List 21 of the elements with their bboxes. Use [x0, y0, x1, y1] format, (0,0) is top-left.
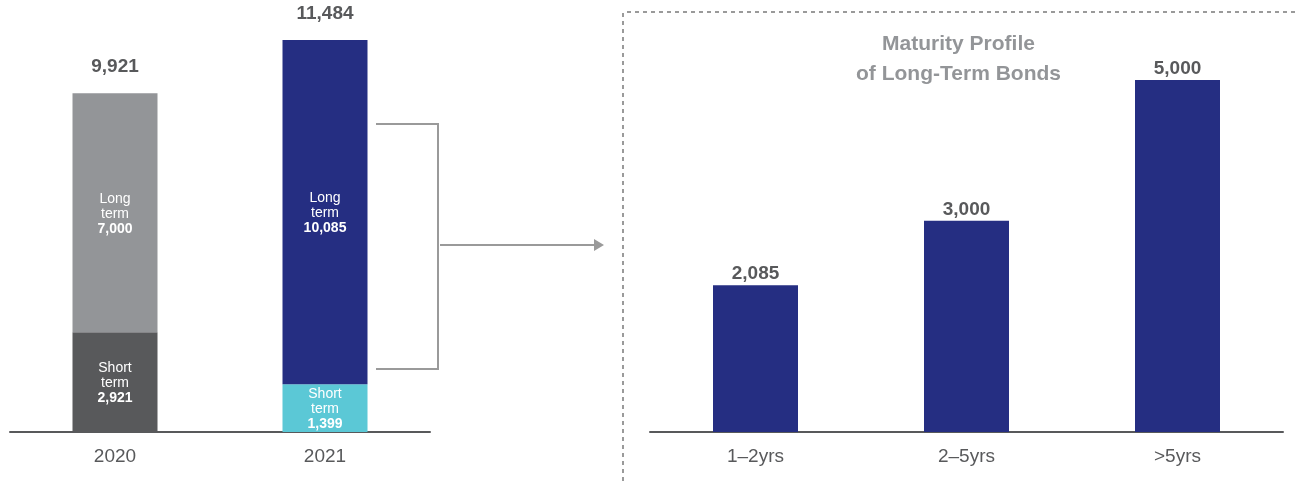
x-tick-label: 2021 — [303, 445, 347, 466]
data-label: 1,399 — [307, 415, 343, 432]
bar — [72, 93, 158, 333]
text: Long term — [309, 189, 341, 221]
bar — [282, 40, 368, 385]
data-label: 5,000 — [1153, 57, 1202, 78]
x-tick-label: >5yrs — [1154, 445, 1201, 466]
x-tick-label: 1–2yrs — [726, 445, 785, 466]
series-label: Short term — [308, 385, 342, 417]
total-label: 11,484 — [296, 2, 354, 23]
data-label: 2,085 — [731, 262, 780, 284]
chart-title: Maturity Profile of Long-Term Bonds — [856, 30, 1061, 84]
data-label: 3,000 — [942, 197, 991, 219]
x-tick-label: 2–5yrs — [937, 445, 996, 466]
series-label: Long term — [99, 189, 131, 221]
text: Short term — [98, 359, 132, 391]
data-label: 2,921 — [97, 389, 133, 406]
x-tick-label: 2020 — [93, 445, 137, 466]
data-label: 7,000 — [97, 219, 133, 236]
data-label: 10,085 — [303, 219, 347, 236]
total-label: 9,921 — [91, 55, 140, 77]
